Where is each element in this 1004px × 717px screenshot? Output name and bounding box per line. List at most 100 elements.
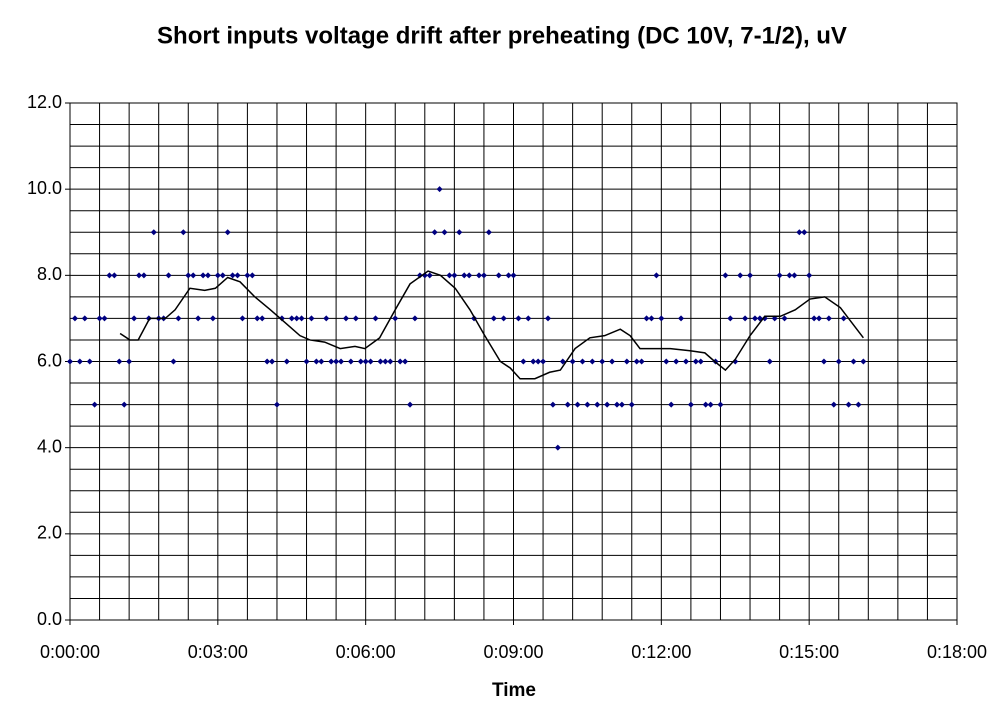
data-point (747, 272, 754, 279)
data-point (150, 229, 157, 236)
data-point (209, 315, 216, 322)
data-point (584, 401, 591, 408)
data-point (441, 229, 448, 236)
data-point (303, 358, 310, 365)
data-point (76, 358, 83, 365)
data-point (855, 401, 862, 408)
data-point (392, 315, 399, 322)
data-point (121, 401, 128, 408)
data-point (372, 315, 379, 322)
data-point (190, 272, 197, 279)
data-point (466, 272, 473, 279)
data-point (717, 401, 724, 408)
data-point (520, 358, 527, 365)
data-point (490, 315, 497, 322)
data-point (273, 401, 280, 408)
data-point (308, 315, 315, 322)
data-point (126, 358, 133, 365)
data-point (530, 358, 537, 365)
data-point (288, 315, 295, 322)
data-point (515, 315, 522, 322)
data-point (140, 272, 147, 279)
data-point (609, 358, 616, 365)
data-point (377, 358, 384, 365)
data-point (535, 358, 542, 365)
data-point (776, 272, 783, 279)
data-point (283, 358, 290, 365)
data-point (338, 358, 345, 365)
y-tick-label: 6.0 (37, 350, 62, 370)
data-point (170, 358, 177, 365)
data-point (564, 401, 571, 408)
data-point (313, 358, 320, 365)
data-point (682, 358, 689, 365)
data-point (347, 358, 354, 365)
data-point (633, 358, 640, 365)
data-point (589, 358, 596, 365)
data-point (638, 358, 645, 365)
data-point (825, 315, 832, 322)
data-point (806, 272, 813, 279)
x-tick-label: 0:12:00 (631, 642, 691, 662)
data-point (845, 401, 852, 408)
data-point (436, 186, 443, 193)
data-point (766, 358, 773, 365)
data-point (480, 272, 487, 279)
data-point (214, 272, 221, 279)
data-point (175, 315, 182, 322)
y-tick-label: 2.0 (37, 523, 62, 543)
data-point (411, 315, 418, 322)
data-point (559, 358, 566, 365)
x-tick-label: 0:06:00 (336, 642, 396, 662)
data-point (382, 358, 389, 365)
data-point (269, 358, 276, 365)
data-point (402, 358, 409, 365)
data-point (397, 358, 404, 365)
data-point (786, 272, 793, 279)
data-point (678, 315, 685, 322)
data-point (840, 315, 847, 322)
data-point (820, 358, 827, 365)
data-point (259, 315, 266, 322)
data-point (318, 358, 325, 365)
data-point (781, 315, 788, 322)
data-point (91, 401, 98, 408)
data-point (239, 315, 246, 322)
y-tick-label: 10.0 (27, 178, 62, 198)
data-point (135, 272, 142, 279)
data-point (224, 229, 231, 236)
data-point (860, 358, 867, 365)
data-point (574, 401, 581, 408)
data-point (180, 229, 187, 236)
data-point (791, 272, 798, 279)
data-point (101, 315, 108, 322)
data-point (485, 229, 492, 236)
data-point (81, 315, 88, 322)
data-point (86, 358, 93, 365)
x-tick-label: 0:09:00 (483, 642, 543, 662)
data-point (544, 315, 551, 322)
data-point (594, 401, 601, 408)
data-point (850, 358, 857, 365)
data-point (342, 315, 349, 322)
data-point (387, 358, 394, 365)
data-point (278, 315, 285, 322)
data-point (796, 229, 803, 236)
data-point (540, 358, 547, 365)
data-point (116, 358, 123, 365)
y-tick-label: 8.0 (37, 264, 62, 284)
x-axis-title: Time (492, 680, 536, 701)
data-point (204, 272, 211, 279)
data-point (451, 272, 458, 279)
data-point (416, 272, 423, 279)
data-point (323, 315, 330, 322)
data-point (352, 315, 359, 322)
data-point (618, 401, 625, 408)
data-point (628, 401, 635, 408)
data-point (293, 315, 300, 322)
data-point (722, 272, 729, 279)
data-point (687, 401, 694, 408)
data-point (219, 272, 226, 279)
data-point (234, 272, 241, 279)
